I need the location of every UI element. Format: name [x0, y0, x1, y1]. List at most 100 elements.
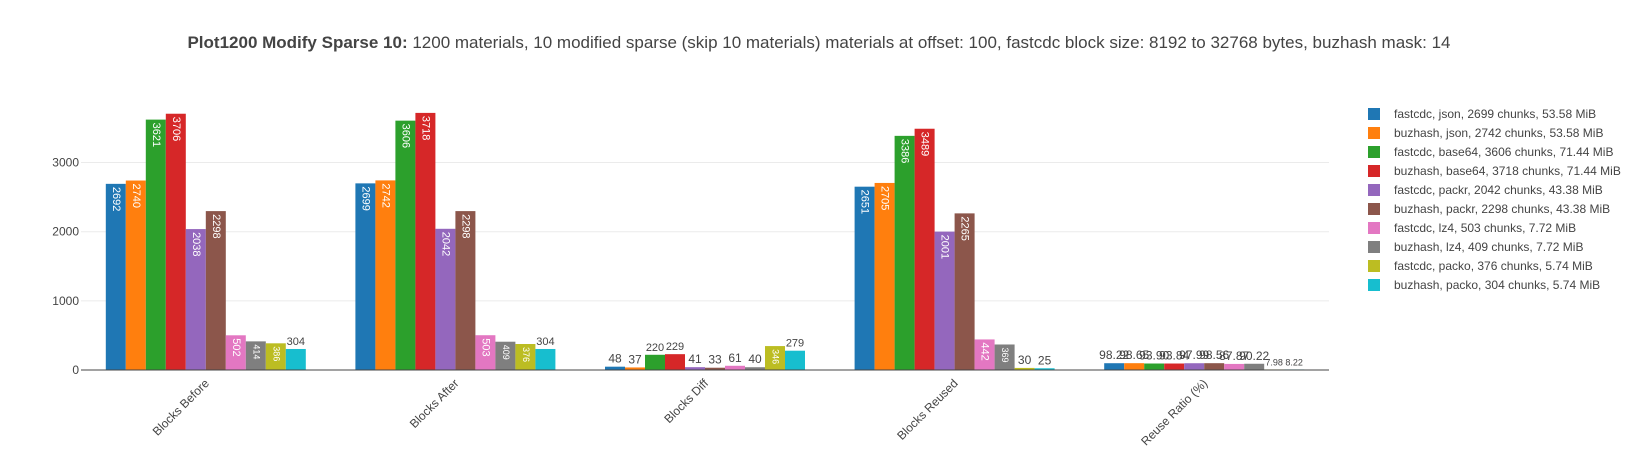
bar-value-label: 502: [230, 338, 242, 356]
bar-value-label: 3706: [170, 117, 182, 141]
legend-label: buzhash, packr, 2298 chunks, 43.38 MiB: [1394, 201, 1611, 216]
bar-value-label: 98.56: [1199, 348, 1229, 362]
x-tick-label: Blocks After: [407, 376, 462, 431]
legend-item[interactable]: buzhash, packo, 304 chunks, 5.74 MiB: [1366, 275, 1621, 294]
bar-value-label: 87.87: [1219, 349, 1249, 363]
legend-item[interactable]: buzhash, lz4, 409 chunks, 7.72 MiB: [1366, 237, 1621, 256]
chart-title-bold: Plot1200 Modify Sparse 10:: [187, 33, 408, 52]
legend: fastcdc, json, 2699 chunks, 53.58 MiB buz…: [1366, 104, 1621, 294]
bar: [914, 128, 935, 370]
bar-value-label: 346: [771, 349, 781, 364]
bar: [1014, 367, 1035, 370]
bar: [375, 180, 396, 370]
bar: [535, 348, 556, 370]
legend-item[interactable]: buzhash, packr, 2298 chunks, 43.38 MiB: [1366, 199, 1621, 218]
bar: [395, 120, 416, 370]
x-tick-label: Blocks Before: [150, 376, 212, 438]
legend-item[interactable]: buzhash, base64, 3718 chunks, 71.44 MiB: [1366, 161, 1621, 180]
bar: [245, 341, 266, 370]
bar: [285, 348, 306, 370]
bar-value-label: 2705: [879, 186, 891, 210]
bar: [495, 341, 516, 370]
bar-value-label: 376: [521, 347, 531, 362]
legend-label: fastcdc, packo, 376 chunks, 5.74 MiB: [1394, 258, 1593, 273]
bar: [954, 213, 975, 370]
bar: [645, 354, 665, 370]
bar: [435, 228, 456, 370]
bar: [105, 183, 126, 370]
bar: [475, 335, 496, 370]
legend-swatch: [1368, 183, 1380, 196]
y-tick-label: 2000: [52, 225, 79, 239]
bar: [1164, 363, 1185, 370]
bar-value-label: 3489: [919, 132, 931, 156]
bar-value-label: 3718: [419, 116, 431, 140]
legend-swatch: [1368, 240, 1380, 253]
bar: [125, 180, 146, 370]
legend-label: fastcdc, lz4, 503 chunks, 7.72 MiB: [1394, 220, 1577, 235]
legend-label: buzhash, packo, 304 chunks, 5.74 MiB: [1394, 277, 1601, 292]
bar-value-label: 33: [708, 353, 722, 367]
bar: [625, 367, 645, 370]
bar-value-label: 7.98: [1265, 357, 1283, 367]
legend-item[interactable]: fastcdc, packo, 376 chunks, 5.74 MiB: [1366, 256, 1621, 275]
y-tick-label: 0: [72, 363, 79, 377]
legend-swatch: [1368, 107, 1380, 120]
bar-value-label: 3606: [399, 124, 411, 148]
bar: [745, 367, 765, 370]
bar-value-label: 2265: [959, 216, 971, 240]
bar: [1144, 363, 1165, 370]
legend-item[interactable]: fastcdc, lz4, 503 chunks, 7.72 MiB: [1366, 218, 1621, 237]
legend-item[interactable]: fastcdc, json, 2699 chunks, 53.58 MiB: [1366, 104, 1621, 123]
chart-title-rest: 1200 materials, 10 modified sparse (skip…: [407, 33, 1451, 52]
y-tick-label: 1000: [52, 294, 79, 308]
bar: [165, 113, 186, 370]
bar: [894, 135, 915, 370]
bar: [685, 367, 705, 370]
bar: [725, 365, 745, 370]
legend-label: fastcdc, base64, 3606 chunks, 71.44 MiB: [1394, 144, 1614, 159]
bar: [1104, 363, 1125, 370]
bar-value-label: 41: [688, 352, 702, 366]
bar-value-label: 409: [501, 345, 511, 360]
bar: [1204, 363, 1225, 370]
x-tick-label: Blocks Reused: [894, 376, 961, 443]
legend-swatch: [1368, 259, 1380, 272]
legend-item[interactable]: buzhash, json, 2742 chunks, 53.58 MiB: [1366, 123, 1621, 142]
legend-label: buzhash, json, 2742 chunks, 53.58 MiB: [1394, 125, 1604, 140]
bar-value-label: 279: [786, 338, 804, 350]
bar-value-label: 442: [979, 342, 991, 360]
legend-item[interactable]: fastcdc, packr, 2042 chunks, 43.38 MiB: [1366, 180, 1621, 199]
bar: [785, 350, 805, 370]
bar-value-label: 2298: [459, 214, 471, 238]
bar: [1224, 363, 1245, 370]
bar: [854, 186, 875, 370]
bar: [415, 112, 436, 370]
legend-label: fastcdc, json, 2699 chunks, 53.58 MiB: [1394, 106, 1597, 121]
bar: [225, 335, 246, 370]
bar: [765, 346, 785, 370]
legend-label: buzhash, lz4, 409 chunks, 7.72 MiB: [1394, 239, 1584, 254]
y-tick-label: 3000: [52, 156, 79, 170]
bar: [705, 367, 725, 370]
legend-swatch: [1368, 278, 1380, 291]
bar-value-label: 93.90: [1139, 349, 1169, 363]
bar-value-label: 3621: [150, 123, 162, 147]
bar-value-label: 369: [1000, 347, 1010, 362]
bar: [185, 229, 206, 370]
x-tick-label: Blocks Diff: [661, 376, 711, 426]
legend-item[interactable]: fastcdc, base64, 3606 chunks, 71.44 MiB: [1366, 142, 1621, 161]
bar-value-label: 40: [748, 352, 762, 366]
bar: [874, 182, 895, 370]
bar-value-label: 3386: [899, 139, 911, 163]
legend-swatch: [1368, 221, 1380, 234]
bar-value-label: 220: [646, 342, 664, 354]
bar: [994, 344, 1015, 370]
bar-value-label: 304: [536, 336, 554, 348]
bar: [665, 354, 685, 370]
bar-value-label: 2651: [859, 190, 871, 214]
bar-value-label: 414: [251, 344, 261, 359]
legend-label: fastcdc, packr, 2042 chunks, 43.38 MiB: [1394, 182, 1603, 197]
bar-value-label: 503: [479, 338, 491, 356]
